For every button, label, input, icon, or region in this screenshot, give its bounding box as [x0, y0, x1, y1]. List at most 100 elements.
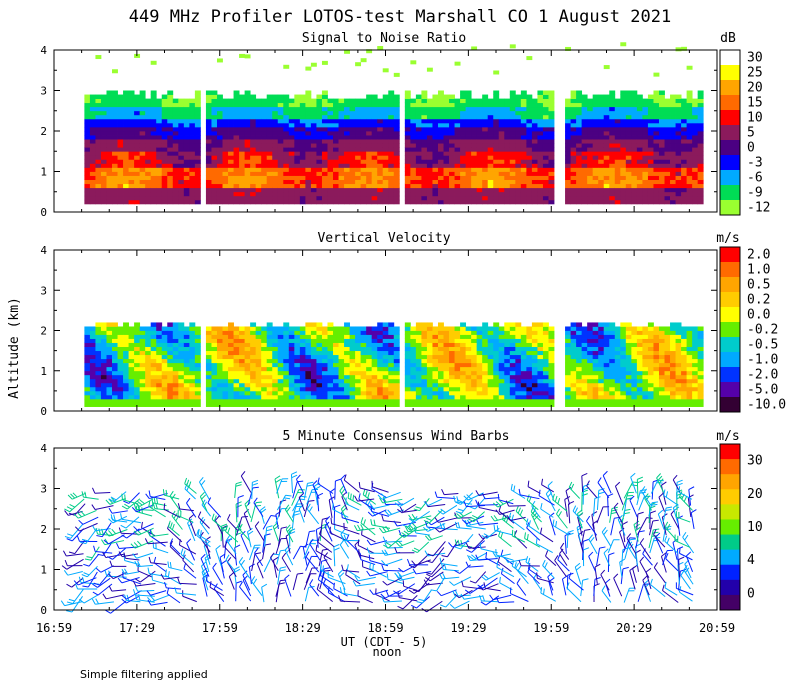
- snr-cell: [106, 139, 113, 144]
- velocity-cell: [576, 378, 583, 384]
- snr-cell: [581, 106, 588, 112]
- snr-cell: [139, 118, 146, 124]
- velocity-cell: [449, 326, 455, 331]
- snr-cell: [189, 147, 196, 152]
- snr-cell: [266, 102, 273, 108]
- snr-cell: [366, 167, 373, 172]
- velocity-cell: [377, 374, 384, 380]
- velocity-cell: [277, 378, 284, 384]
- velocity-cell: [288, 366, 295, 372]
- snr-cell: [321, 131, 328, 136]
- snr-cell: [316, 139, 323, 144]
- snr-cell: [537, 171, 544, 176]
- snr-cell: [344, 167, 350, 172]
- snr-cell: [548, 126, 555, 132]
- snr-cell: [542, 139, 549, 144]
- velocity-cell: [426, 390, 433, 396]
- snr-cell: [233, 143, 240, 148]
- snr-cell: [404, 102, 411, 108]
- snr-cell: [388, 118, 395, 124]
- velocity-cell: [216, 382, 223, 388]
- snr-cell: [548, 94, 555, 99]
- snr-cell: [686, 155, 693, 160]
- snr-cell: [117, 135, 124, 140]
- snr-cell: [344, 175, 350, 180]
- velocity-cell: [504, 366, 511, 372]
- snr-cell: [636, 131, 643, 136]
- velocity-cell: [565, 398, 571, 407]
- snr-cell: [548, 179, 555, 185]
- velocity-cell: [100, 350, 107, 356]
- velocity-cell: [189, 374, 196, 380]
- snr-cell: [112, 167, 118, 172]
- velocity-cell: [631, 366, 638, 372]
- snr-cell: [449, 179, 455, 185]
- snr-cell: [449, 191, 455, 197]
- snr-cell: [261, 135, 268, 140]
- snr-cell: [537, 139, 544, 144]
- velocity-cell: [266, 346, 273, 352]
- snr-cell: [338, 118, 345, 124]
- snr-cell: [128, 183, 135, 189]
- snr-cell: [498, 114, 505, 120]
- velocity-cell: [460, 358, 467, 364]
- snr-cell: [139, 171, 146, 176]
- snr-cell: [410, 126, 417, 132]
- velocity-cell: [614, 390, 621, 396]
- snr-cell: [620, 147, 627, 152]
- velocity-cell: [266, 326, 273, 331]
- velocity-cell: [266, 338, 273, 343]
- snr-cell: [437, 102, 444, 108]
- velocity-cell: [95, 366, 102, 372]
- velocity-cell: [95, 362, 102, 368]
- snr-cell: [460, 126, 467, 132]
- snr-cell: [587, 110, 594, 116]
- velocity-cell: [128, 358, 135, 364]
- velocity-cell: [360, 362, 367, 368]
- velocity-cell: [432, 338, 439, 343]
- snr-cell: [189, 98, 196, 104]
- snr-cell: [681, 171, 688, 176]
- snr-cell: [493, 179, 500, 185]
- velocity-cell: [421, 334, 428, 339]
- snr-cell: [526, 126, 533, 132]
- snr-cell: [642, 195, 649, 201]
- snr-cell: [504, 167, 511, 172]
- velocity-cell: [211, 346, 218, 352]
- snr-cell: [598, 114, 605, 120]
- velocity-cell: [592, 362, 599, 368]
- snr-cell: [437, 191, 444, 197]
- velocity-cell: [415, 322, 422, 327]
- snr-cell: [305, 155, 312, 160]
- velocity-cell: [454, 334, 461, 339]
- snr-cell: [625, 191, 632, 197]
- velocity-cell: [537, 382, 544, 388]
- velocity-cell: [134, 374, 141, 380]
- velocity-cell: [404, 366, 411, 372]
- snr-cell: [443, 131, 450, 136]
- snr-cell: [366, 118, 373, 124]
- snr-cell: [316, 191, 323, 197]
- snr-cell: [250, 118, 257, 124]
- snr-cell: [310, 139, 317, 144]
- snr-cell: [426, 126, 433, 132]
- snr-cell: [233, 175, 240, 180]
- snr-cell: [697, 191, 704, 197]
- snr-cell: [327, 151, 334, 156]
- snr-cell: [239, 53, 246, 58]
- snr-cell: [211, 159, 218, 164]
- snr-cell: [338, 139, 345, 144]
- snr-cell: [89, 98, 96, 104]
- velocity-cell: [542, 338, 549, 343]
- snr-cell: [128, 139, 135, 144]
- velocity-cell: [327, 390, 334, 396]
- snr-cell: [476, 106, 483, 112]
- snr-cell: [371, 114, 378, 120]
- snr-cell: [614, 143, 621, 148]
- velocity-cell: [310, 362, 317, 368]
- velocity-cell: [128, 350, 135, 356]
- snr-cell: [272, 179, 279, 185]
- snr-cell: [288, 147, 295, 152]
- velocity-cell: [410, 326, 417, 331]
- velocity-cell: [393, 382, 400, 388]
